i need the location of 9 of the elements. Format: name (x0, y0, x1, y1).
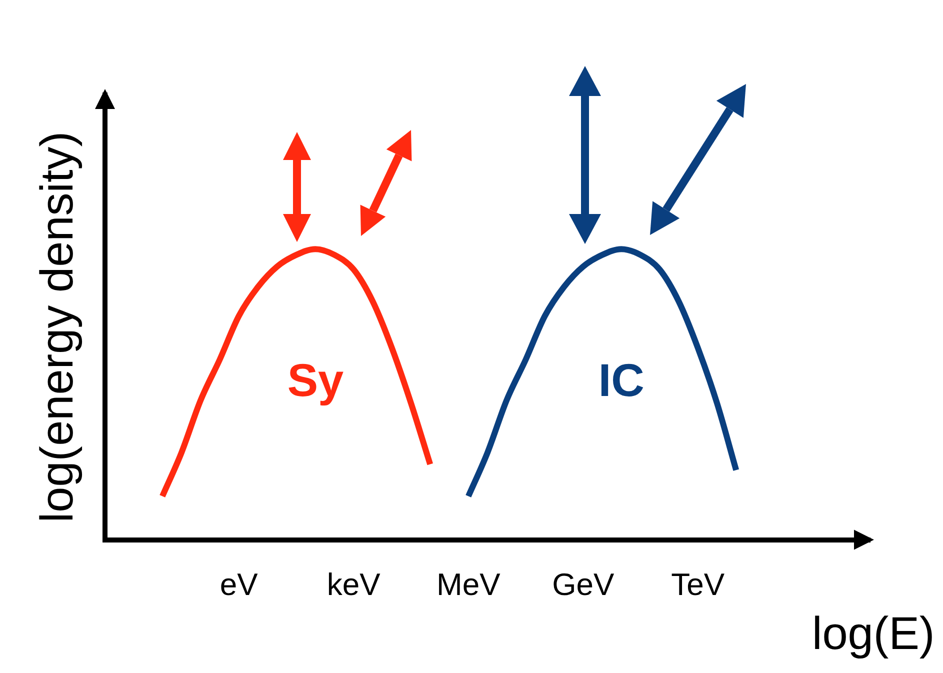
x-tick-label: MeV (436, 566, 501, 602)
x-tick-label: TeV (671, 566, 725, 602)
y-axis-title: log(energy density) (29, 132, 84, 523)
x-axis-title: log(E) (812, 606, 935, 660)
series-label: Sy (287, 352, 344, 407)
x-tick-label: GeV (552, 566, 614, 602)
x-tick-label: eV (220, 566, 258, 602)
series-label: IC (598, 352, 644, 407)
x-tick-label: keV (326, 566, 381, 602)
